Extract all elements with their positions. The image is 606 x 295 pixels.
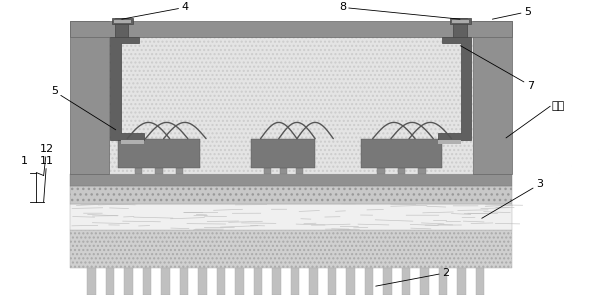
Bar [114,20,131,23]
Bar [109,37,473,174]
Bar [70,21,109,174]
Bar [438,140,461,144]
Bar [473,21,512,174]
Text: 3: 3 [482,179,543,218]
Text: 5: 5 [492,7,531,19]
Bar [418,168,425,174]
Text: 12: 12 [39,144,54,176]
Bar [384,268,391,295]
Bar [347,268,355,295]
Bar [254,268,262,295]
Polygon shape [438,37,471,140]
Bar [476,268,484,295]
Bar [124,268,133,295]
Bar [70,21,512,37]
Bar [70,204,512,230]
Text: 焊料: 焊料 [551,101,565,111]
Bar [121,140,144,144]
Bar [450,18,471,24]
Bar [421,268,428,295]
Bar [291,268,299,295]
Text: 7: 7 [461,46,534,91]
Bar [439,268,447,295]
Bar [217,268,225,295]
Text: 2: 2 [376,268,449,286]
Bar [398,168,405,174]
Bar [70,230,512,268]
Bar [365,268,373,295]
Bar [296,168,303,174]
Bar [279,168,287,174]
Text: 11: 11 [39,156,54,202]
Bar [198,268,207,295]
Bar [328,268,336,295]
Bar [70,174,512,186]
Bar [112,18,133,24]
Bar [272,268,281,295]
Bar [70,186,512,204]
Text: 8: 8 [339,2,460,19]
Text: 1: 1 [21,156,28,166]
Bar [378,168,385,174]
Bar [115,18,128,37]
Text: 5: 5 [51,86,116,130]
Bar [87,268,96,295]
Bar [106,268,114,295]
Bar [161,268,170,295]
Bar [176,168,183,174]
Bar [118,139,200,168]
Bar [264,168,271,174]
Text: 4: 4 [122,2,188,19]
Bar [155,168,162,174]
Bar [143,268,152,295]
Bar [402,268,410,295]
Bar [361,139,442,168]
Bar [180,268,188,295]
Bar [135,168,142,174]
Bar [458,268,465,295]
Bar [235,268,244,295]
Polygon shape [110,37,144,140]
Bar [452,20,469,23]
Bar [251,139,315,168]
Bar [310,268,318,295]
Bar [453,18,467,37]
